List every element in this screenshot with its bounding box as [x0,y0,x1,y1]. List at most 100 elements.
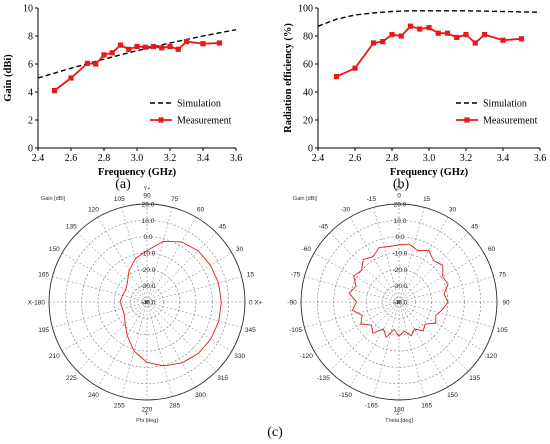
polar-radial-label: -30.0 [393,283,408,290]
polar-bottom-axis-label: Y- [145,411,150,417]
y-tick-label: 80 [303,32,313,43]
polar-angle-label: 105 [114,196,125,203]
polar-angle-label: 225 [66,375,77,382]
polar-angle-label: -60 [302,246,312,253]
polar-angle-label: -45 [319,224,329,231]
polar-radial-label: 20.0 [142,202,155,209]
y-tick-label: 40 [303,88,313,99]
polar-right-end-label: 0 X+ [249,299,263,306]
polar-spoke [398,232,469,303]
panel-label-c: (c) [267,425,283,440]
polar-pattern-phi: 15 30 45 60 75 90 105 120 135 150 165 195 210 225 240 2… [28,186,263,424]
polar-angle-label: 315 [217,375,228,382]
polar-angle-label: 135 [469,375,480,382]
polar-spoke [121,207,148,303]
y-tick-label: 0 [308,144,313,155]
measurement-point [417,26,423,32]
polar-spoke [373,207,400,303]
x-tick-label: 3.0 [423,153,436,164]
polar-axis-name: Phi [deg] [136,418,158,424]
polar-pattern-trace [119,240,222,367]
polar-radial-label: -40.0 [393,300,408,307]
polar-radial-label: -10.0 [393,251,408,258]
x-tick-label: 3.2 [164,153,177,164]
polar-spoke [146,252,232,303]
y-tick-label: 60 [303,60,313,71]
polar-angle-label: 75 [499,272,507,279]
polar-angle-label: 45 [471,224,479,231]
series-line-measurement [336,25,522,78]
polar-spoke [97,217,148,303]
measurement-point [183,39,190,45]
x-axis-label: Frequency (GHz) [390,167,469,178]
polar-radial-label: 20.0 [394,202,407,209]
measurement-point [175,46,181,52]
legend-label-measurement: Measurement [177,116,232,127]
y-axis-label: Radiation efficiency (%) [283,23,294,133]
polar-angle-label: 45 [219,224,227,231]
measurement-point [389,32,395,38]
polar-angle-label: 60 [197,207,205,214]
polar-radial-label: -20.0 [141,267,156,274]
measurement-point [481,32,488,38]
y-tick-label: 10 [23,4,33,15]
measurement-point [370,40,377,46]
y-tick-label: 8 [28,32,33,43]
x-tick-label: 2.6 [65,153,78,164]
polar-angle-label: 0 [397,192,401,199]
series-line-simulation [317,10,541,27]
polar-angle-label: 195 [38,327,49,334]
polar-angle-label: 165 [421,403,432,410]
y-axis-label: Gain (dBi) [3,54,14,102]
polar-angle-label: 60 [488,246,496,253]
x-tick-label: 3.6 [230,153,243,164]
legend-label-simulation: Simulation [177,99,221,110]
polar-top-axis-label: Y+ [144,186,151,192]
polar-axis-name: Theta [deg] [385,418,413,424]
polar-radial-label: -20.0 [393,267,408,274]
measurement-point [51,88,58,94]
polar-spoke [314,252,400,303]
polar-angle-label: -135 [317,375,330,382]
measurement-point [68,75,74,81]
polar-angle-label: 150 [49,246,60,253]
polar-spoke [146,232,217,303]
polar-spoke [146,207,173,303]
x-tick-label: 3.4 [197,153,210,164]
polar-spoke [146,217,197,303]
x-tick-label: 2.8 [386,153,399,164]
polar-angle-label: 330 [234,353,245,360]
polar-angle-label: 345 [245,327,256,334]
polar-spoke [373,301,400,397]
polar-angle-label: 15 [247,272,255,279]
polar-angle-label: 270 [142,406,153,413]
measurement-point [435,30,441,36]
x-tick-label: 3.0 [131,153,144,164]
measurement-point [84,60,91,66]
measurement-point [150,43,157,50]
measurement-point [216,40,223,46]
polar-spoke [314,301,400,352]
y-tick-label: 20 [303,116,313,127]
measurement-point [117,42,124,48]
panel-label-b: (b) [393,177,410,192]
polar-spoke [121,301,148,397]
polar-angle-label: 105 [497,327,508,334]
polar-radial-label: -30.0 [141,283,156,290]
polar-spoke [146,301,232,352]
polar-pattern-theta: 0 15 30 45 60 75 90 105 120 135 150 165 180 -165 -150 -… [287,186,510,424]
polar-spoke [77,301,148,372]
measurement-point [444,30,451,36]
polar-angle-label: -75 [291,272,301,279]
measurement-point [134,43,140,50]
polar-radial-label: -10.0 [141,251,156,258]
polar-spoke [304,301,400,328]
polar-spoke [304,276,400,303]
polar-radial-label: 0.0 [143,234,152,241]
polar-angle-label: 240 [88,392,99,399]
polar-spoke [398,301,494,328]
polar-angle-label: 165 [38,272,49,279]
polar-angle-label: -30 [341,207,351,214]
polar-spoke [62,301,148,352]
